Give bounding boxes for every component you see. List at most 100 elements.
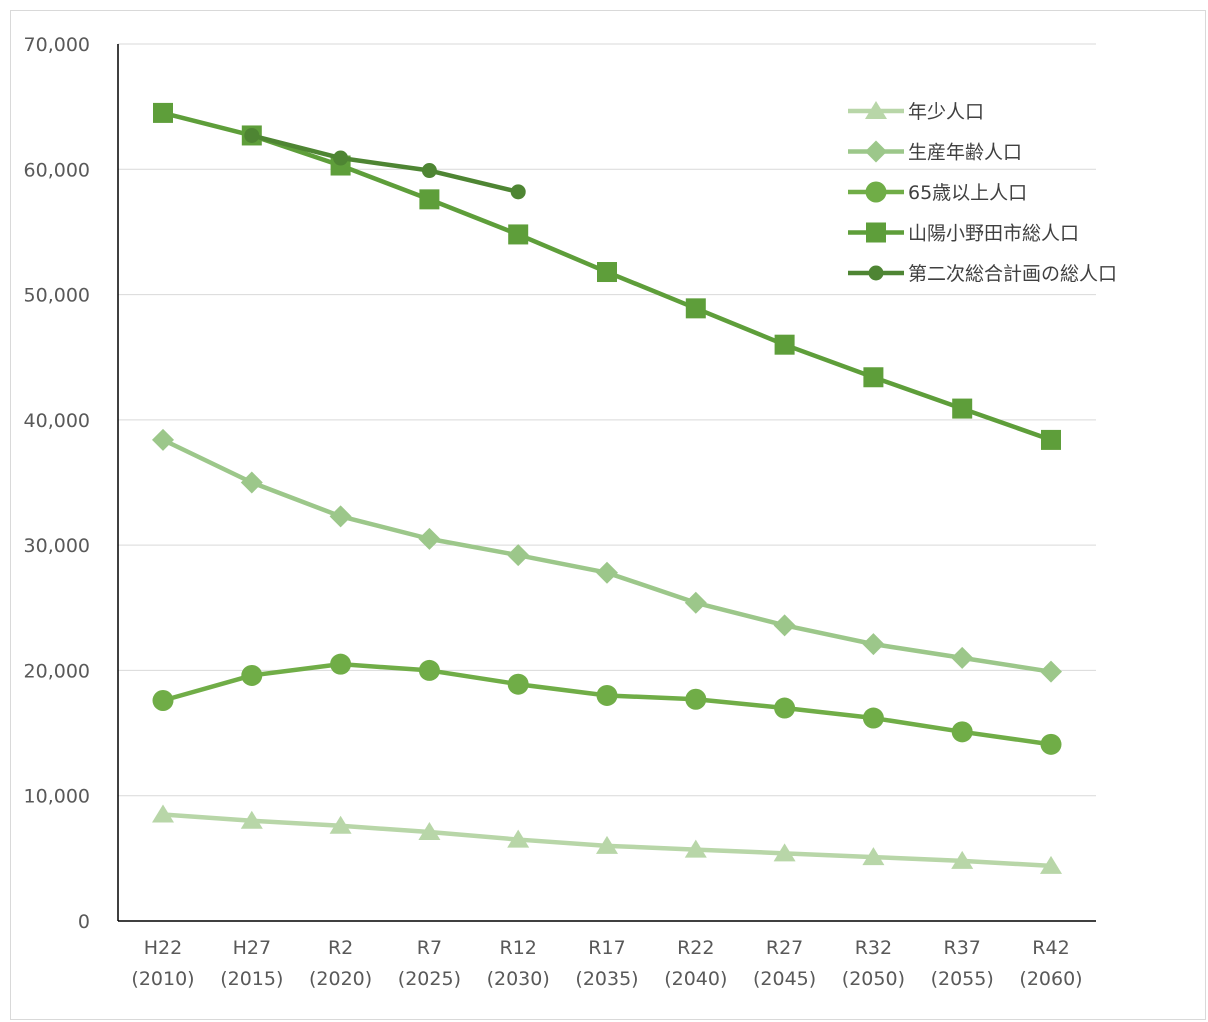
x-tick-label-year: (2015) [220, 968, 283, 990]
data-point [863, 367, 884, 388]
data-point [774, 334, 795, 355]
data-point [421, 163, 437, 179]
legend-label: 65歳以上人口 [908, 182, 1027, 204]
data-point [1040, 733, 1062, 755]
legend-item: 山陽小野田市総人口 [848, 222, 1079, 245]
series-line [162, 437, 1052, 674]
x-tick-label-era: R37 [944, 937, 981, 959]
data-point [685, 298, 706, 319]
data-point [510, 184, 526, 200]
data-point [244, 127, 260, 143]
data-point [1040, 660, 1062, 683]
x-tick-label-year: (2050) [842, 968, 905, 990]
legend-marker [868, 265, 884, 281]
data-point [329, 815, 352, 834]
x-tick-label-year: (2045) [753, 968, 816, 990]
x-tick-label-year: (2030) [487, 968, 550, 990]
x-tick-label-year: (2025) [398, 968, 461, 990]
legend-item: 年少人口 [848, 101, 984, 123]
y-tick-label: 60,000 [24, 159, 90, 181]
data-point [951, 850, 974, 869]
legend-item: 生産年齢人口 [848, 140, 1022, 164]
data-point [418, 822, 441, 841]
x-tick-label-era: R2 [328, 937, 353, 959]
series-0 [152, 804, 1062, 874]
x-tick-label-era: R17 [588, 937, 625, 959]
data-point [597, 262, 617, 283]
axes [117, 44, 1096, 922]
series-4 [244, 127, 526, 200]
data-point [507, 673, 529, 695]
data-point [152, 428, 174, 451]
data-point [596, 835, 618, 854]
data-point [240, 471, 263, 494]
series-1 [152, 428, 1062, 683]
data-point [951, 721, 973, 743]
data-point [507, 544, 530, 567]
series-layer [152, 102, 1062, 874]
x-tick-label-year: (2060) [1019, 968, 1082, 990]
legend-marker [866, 222, 886, 243]
data-point [152, 689, 174, 711]
data-point [418, 527, 441, 550]
data-point [152, 804, 174, 823]
x-tick-label-era: R22 [677, 937, 714, 959]
y-tick-label: 0 [78, 911, 90, 933]
x-tick-label-era: R42 [1032, 937, 1069, 959]
legend-label: 山陽小野田市総人口 [908, 223, 1079, 245]
legend-marker [865, 101, 887, 119]
series-3 [153, 102, 1061, 450]
x-tick-label-year: (2020) [309, 968, 372, 990]
legend-label: 生産年齢人口 [908, 142, 1022, 164]
series-line [251, 133, 519, 195]
data-point [774, 697, 796, 719]
x-tick-label-era: R32 [855, 937, 892, 959]
data-point [418, 659, 440, 681]
data-point [684, 839, 707, 858]
legend-marker [865, 140, 887, 163]
data-point [862, 707, 884, 729]
x-tick-label-year: (2035) [575, 968, 638, 990]
data-point [951, 646, 974, 669]
data-point [773, 614, 796, 637]
x-tick-label-era: R27 [766, 937, 803, 959]
y-tick-label: 10,000 [24, 786, 90, 808]
legend-label: 第二次総合計画の総人口 [908, 263, 1117, 285]
x-tick-label-year: (2055) [931, 968, 994, 990]
x-axis-tick-labels: H22 (2010) H27 (2015) R2 (2020) R7 (2025) R12 (20… [131, 937, 1082, 990]
data-point [333, 150, 349, 166]
data-point [862, 633, 885, 656]
x-tick-label-era: H22 [144, 937, 182, 959]
chart-frame [10, 10, 1206, 1020]
x-tick-label-era: R12 [500, 937, 537, 959]
data-point [1041, 429, 1061, 450]
y-axis-tick-labels: 0 10,000 20,000 30,000 40,000 50,000 60,000 70,… [24, 34, 90, 933]
data-point [508, 224, 529, 245]
data-point [685, 688, 707, 710]
y-tick-label: 70,000 [24, 34, 90, 56]
data-point [241, 664, 263, 686]
data-point [153, 102, 173, 123]
y-tick-label: 40,000 [24, 410, 90, 432]
x-tick-label-year: (2040) [664, 968, 727, 990]
data-point [596, 684, 618, 706]
data-point [507, 829, 530, 848]
data-point [862, 847, 885, 866]
data-point [684, 591, 707, 614]
y-tick-label: 20,000 [24, 660, 90, 682]
legend-marker [865, 181, 887, 203]
data-point [952, 398, 973, 419]
legend-item: 第二次総合計画の総人口 [848, 263, 1117, 285]
x-tick-label-era: R7 [417, 937, 442, 959]
data-point [773, 843, 796, 862]
data-point [330, 653, 352, 675]
data-point [1040, 855, 1062, 874]
data-point [240, 810, 263, 829]
x-tick-label-era: H27 [233, 937, 271, 959]
data-point [329, 505, 352, 528]
y-tick-label: 50,000 [24, 285, 90, 307]
data-point [419, 189, 440, 210]
x-tick-label-year: (2010) [131, 968, 194, 990]
